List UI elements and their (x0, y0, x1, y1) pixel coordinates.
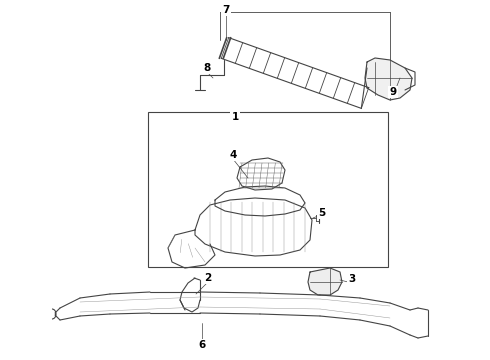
Text: 9: 9 (390, 87, 396, 97)
Polygon shape (168, 230, 215, 268)
Polygon shape (237, 158, 285, 190)
Polygon shape (195, 198, 312, 256)
Text: 6: 6 (198, 340, 206, 350)
Bar (148, 112, 388, 267)
Polygon shape (215, 186, 305, 216)
Text: 5: 5 (318, 208, 326, 218)
Polygon shape (365, 58, 412, 100)
Text: 1: 1 (231, 112, 239, 122)
Text: 8: 8 (203, 63, 211, 73)
Text: 3: 3 (348, 274, 356, 284)
Text: 7: 7 (222, 5, 230, 15)
Polygon shape (308, 268, 342, 295)
Text: 4: 4 (229, 150, 237, 160)
Text: 2: 2 (204, 273, 212, 283)
